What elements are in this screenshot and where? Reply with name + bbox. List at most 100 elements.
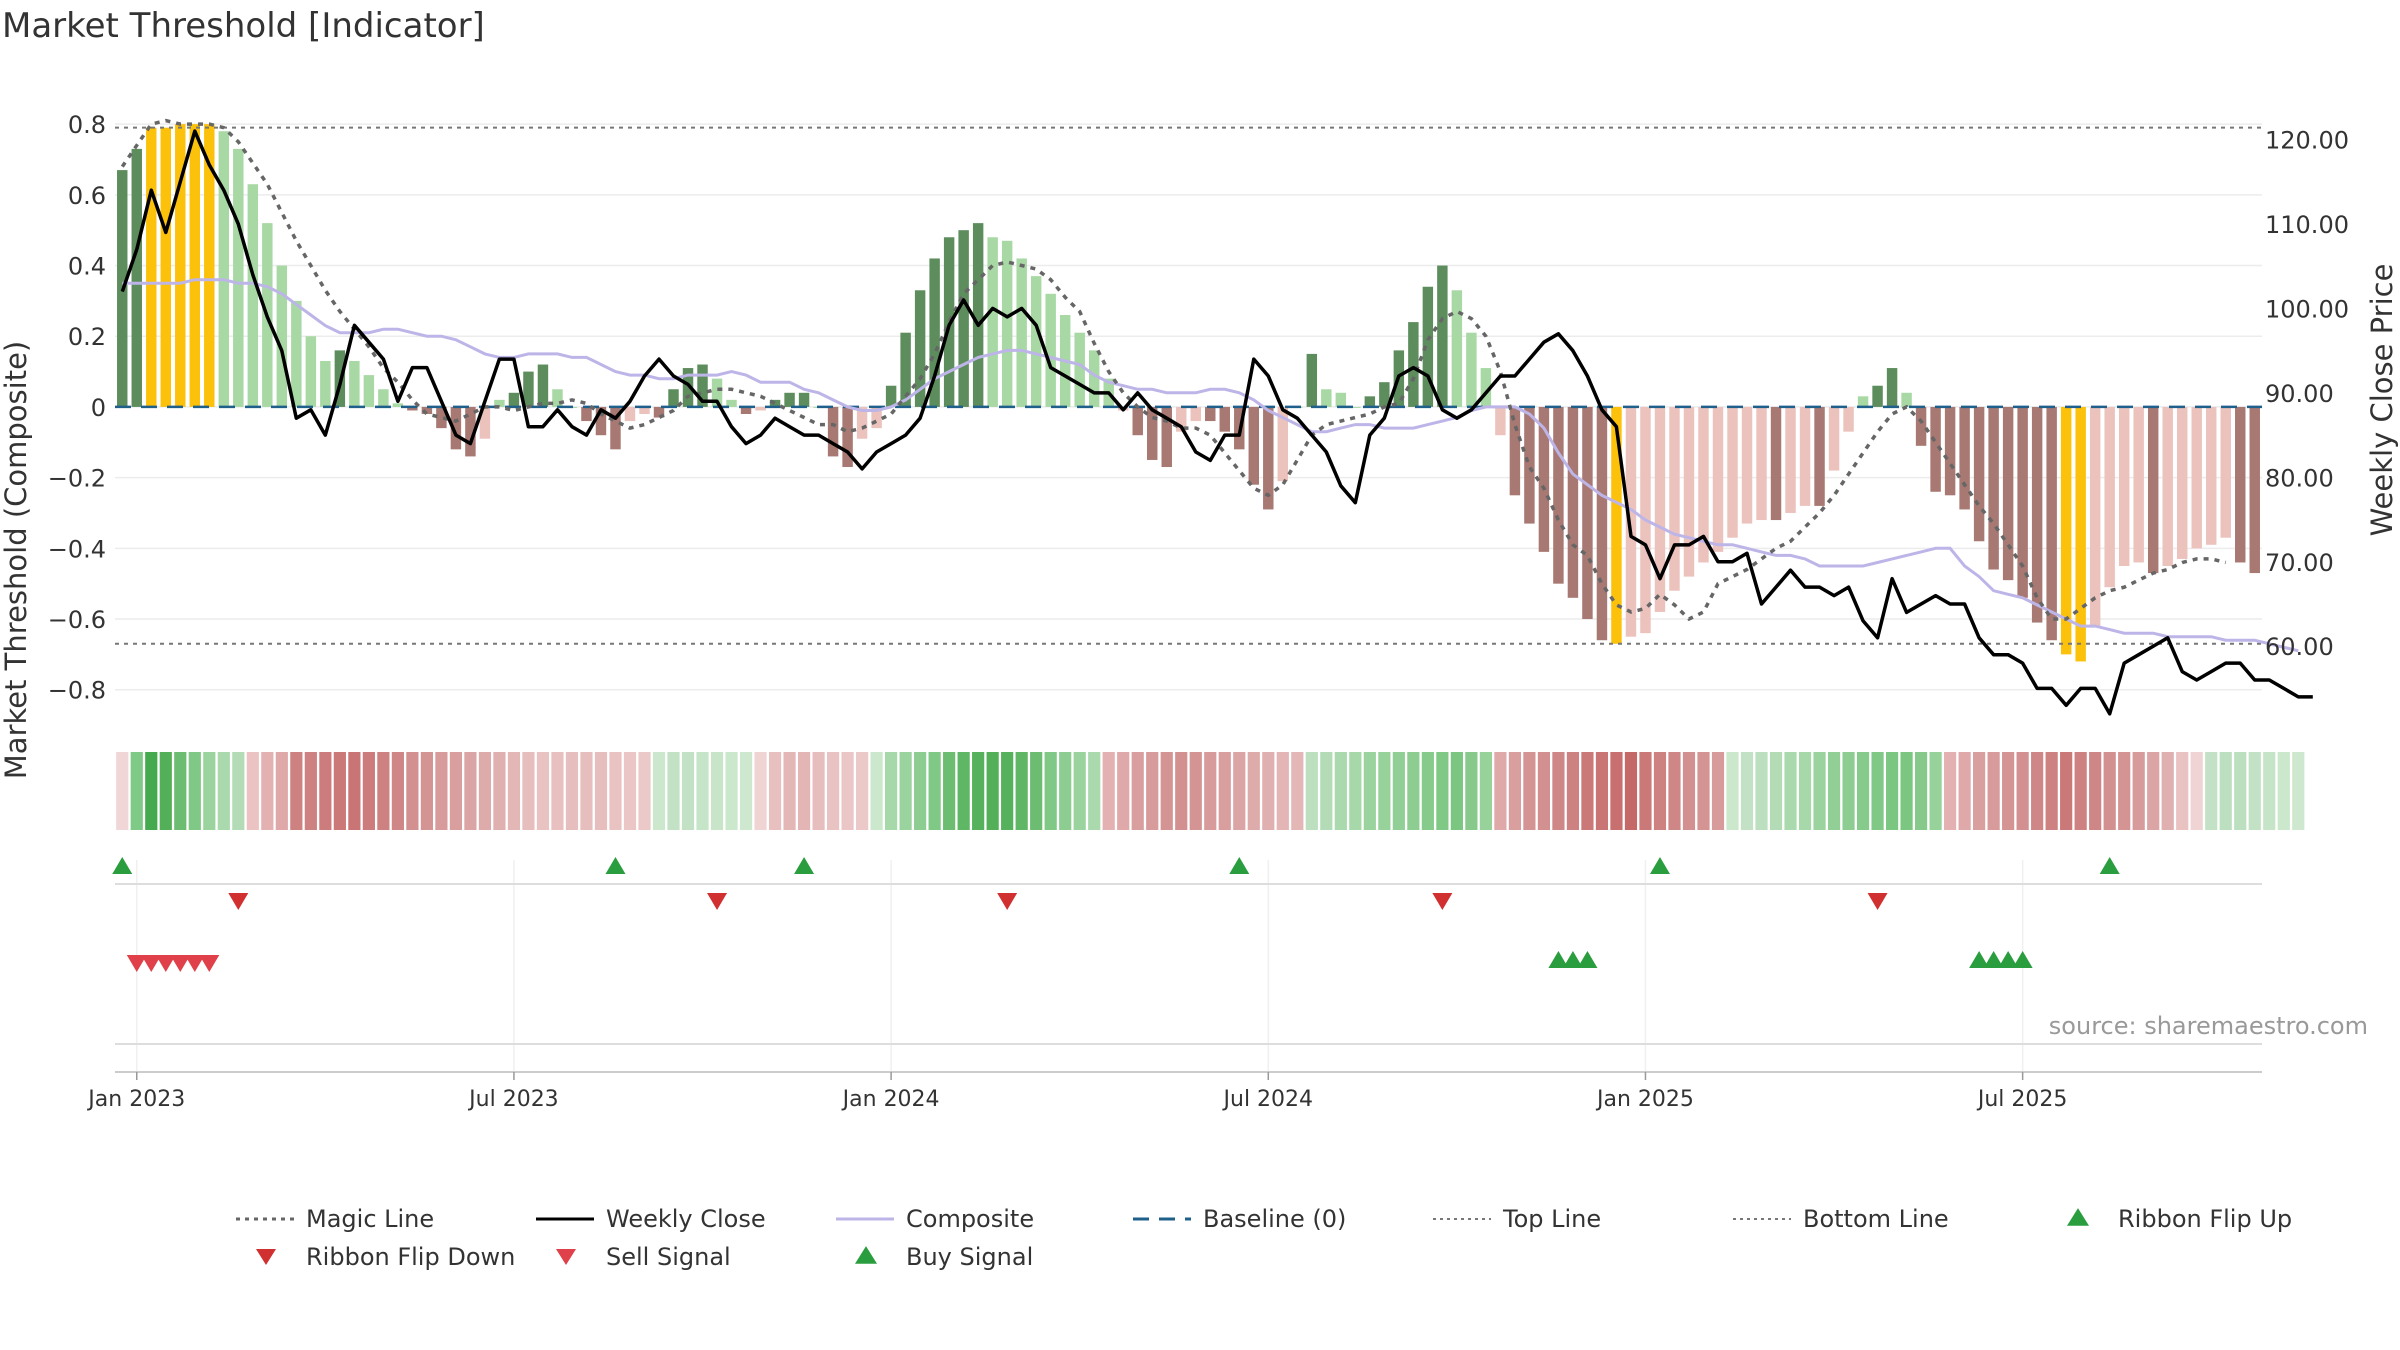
composite-bar	[2220, 406, 2231, 538]
ribbon-cell	[1827, 752, 1841, 830]
composite-bar	[1770, 406, 1782, 521]
ribbon-cell	[1842, 752, 1855, 830]
legend-label: Top Line	[1502, 1205, 1601, 1233]
ribbon-cell	[826, 752, 840, 830]
composite-bar	[1756, 406, 1767, 521]
ribbon-cell	[1581, 752, 1594, 830]
y2-tick-label: 100.00	[2265, 295, 2349, 323]
ribbon-cell	[1407, 752, 1420, 830]
composite-bar	[465, 406, 476, 457]
legend-marker	[2067, 1208, 2089, 1226]
ribbon-cell	[1973, 752, 1986, 830]
ribbon-cell	[1436, 752, 1449, 830]
ribbon-flip-up-marker	[1649, 857, 1670, 874]
axes: 0.8 0.6 0.4 0.2 0 −0.2 −0.4 −0.6 −0.8 120.00 110.0…	[48, 111, 2349, 705]
ribbon-cell	[1204, 752, 1217, 830]
legend-label: Weekly Close	[606, 1205, 766, 1233]
ribbon-cell	[2277, 752, 2290, 830]
ribbon-cell	[1088, 752, 1101, 830]
ribbon-cell	[1726, 752, 1739, 830]
composite-bar	[1422, 286, 1434, 407]
ribbon-cell	[797, 752, 811, 830]
composite-bar	[1857, 396, 1869, 407]
ribbon-cell	[333, 752, 346, 830]
composite-bar	[1466, 332, 1477, 407]
buy-signal-marker	[1983, 951, 2004, 968]
composite-bar	[1799, 406, 1811, 506]
composite-bar	[1335, 392, 1347, 407]
ribbon-cell	[841, 752, 854, 830]
composite-bar	[1901, 392, 1912, 407]
legend-label: Composite	[906, 1205, 1034, 1233]
ribbon-cell	[1494, 752, 1507, 830]
composite-bar	[798, 392, 810, 407]
ribbon-cell	[1189, 752, 1202, 830]
ribbon-cell	[2219, 752, 2232, 830]
composite-bar	[2075, 406, 2086, 662]
ribbon-cell	[362, 752, 375, 830]
ribbon-cell	[1610, 752, 1623, 830]
ribbon-cell	[1392, 752, 1405, 830]
composite-bar	[1219, 406, 1230, 432]
composite-bar	[175, 124, 186, 407]
composite-bar	[1350, 406, 1361, 408]
legend-marker	[855, 1246, 877, 1264]
composite-bar	[421, 406, 433, 414]
sell-signal-marker	[199, 955, 220, 972]
composite-bar	[2249, 406, 2260, 574]
composite-bar	[392, 403, 404, 407]
ribbon-cell	[1175, 752, 1188, 830]
legend-label: Ribbon Flip Up	[2118, 1205, 2292, 1233]
composite-bar	[1495, 406, 1506, 436]
y2-tick-label: 120.00	[2265, 127, 2349, 155]
ribbon-cell	[391, 752, 404, 830]
legend: Magic Line Weekly Close Composite Baseline …	[236, 1205, 2292, 1271]
ribbon-cell	[2234, 752, 2247, 830]
ribbon-cell	[304, 752, 317, 830]
composite-bar	[1915, 406, 1927, 446]
composite-bar	[1016, 258, 1027, 407]
ribbon-cell	[914, 752, 927, 830]
ribbon-cell	[522, 752, 535, 830]
composite-bar	[1944, 406, 1956, 496]
ribbon-cell	[2248, 752, 2261, 830]
composite-bar	[958, 230, 969, 407]
composite-bar	[1741, 406, 1753, 524]
composite-bar	[1030, 276, 1042, 407]
ribbon-cell	[2031, 752, 2044, 830]
composite-bar	[1683, 406, 1695, 577]
composite-bar	[407, 406, 418, 411]
ribbon-cell	[1929, 752, 1942, 830]
legend-item: Buy Signal	[855, 1243, 1033, 1271]
composite-bar	[1669, 406, 1680, 591]
composite-bar	[1698, 406, 1709, 563]
ribbon-cell	[972, 752, 985, 830]
composite-bar	[2017, 406, 2028, 598]
chart-title: Market Threshold [Indicator]	[2, 6, 485, 46]
legend-label: Sell Signal	[606, 1243, 731, 1271]
ribbon-cell	[1885, 752, 1899, 830]
ribbon-cell	[2089, 752, 2102, 830]
ribbon-cell	[652, 752, 666, 830]
composite-bar	[1480, 368, 1492, 407]
y2-tick-label: 110.00	[2265, 211, 2349, 239]
composite-bar	[1567, 406, 1579, 598]
ribbon-cell	[1566, 752, 1580, 830]
ribbon-cell	[1523, 752, 1536, 830]
composite-bar	[1654, 406, 1666, 612]
composite-bar	[1408, 322, 1419, 407]
ribbon-cell	[348, 752, 361, 830]
ribbon-cell	[217, 752, 230, 830]
x-tick-label: Jul 2025	[1976, 1087, 2068, 1112]
ribbon-cell	[870, 752, 883, 830]
ribbon-cell	[1624, 752, 1638, 830]
ribbon-flip-up-marker	[2099, 857, 2120, 874]
buy-signal-marker	[1548, 951, 1569, 968]
composite-bar	[1625, 406, 1637, 637]
composite-bar	[218, 131, 230, 407]
buy-signal-marker	[1577, 951, 1598, 968]
signals	[112, 857, 2262, 1045]
ribbon-cell	[1305, 752, 1318, 830]
ribbon-cell	[1856, 752, 1870, 830]
ribbon-cell	[507, 752, 521, 830]
